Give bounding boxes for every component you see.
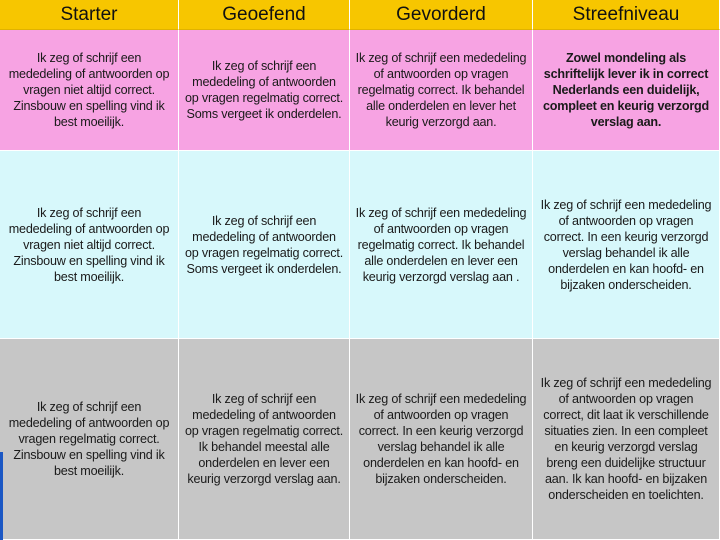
row3-starter-cell: Ik zeg of schrijf een mededeling of antw… bbox=[0, 339, 179, 540]
header-streefniveau: Streefniveau bbox=[533, 0, 720, 30]
row3-geoefend-cell: Ik zeg of schrijf een mededeling of antw… bbox=[179, 339, 350, 540]
header-gevorderd: Gevorderd bbox=[350, 0, 533, 30]
row1-streefniveau-cell: Zowel mondeling als schriftelijk lever i… bbox=[533, 30, 720, 151]
row3-streefniveau-cell: Ik zeg of schrijf een mededeling of antw… bbox=[533, 339, 720, 540]
row2-starter-cell: Ik zeg of schrijf een mededeling of antw… bbox=[0, 151, 179, 339]
row3-gevorderd-cell: Ik zeg of schrijf een mededeling of antw… bbox=[350, 339, 533, 540]
header-geoefend: Geoefend bbox=[179, 0, 350, 30]
slide-edge-accent bbox=[0, 452, 3, 540]
row2-geoefend-cell: Ik zeg of schrijf een mededeling of antw… bbox=[179, 151, 350, 339]
row1-geoefend-cell: Ik zeg of schrijf een mededeling of antw… bbox=[179, 30, 350, 151]
row2-gevorderd-cell: Ik zeg of schrijf een mededeling of antw… bbox=[350, 151, 533, 339]
header-starter: Starter bbox=[0, 0, 179, 30]
row1-gevorderd-cell: Ik zeg of schrijf een mededeling of antw… bbox=[350, 30, 533, 151]
row2-streefniveau-cell: Ik zeg of schrijf een mededeling of antw… bbox=[533, 151, 720, 339]
row1-starter-cell: Ik zeg of schrijf een mededeling of antw… bbox=[0, 30, 179, 151]
